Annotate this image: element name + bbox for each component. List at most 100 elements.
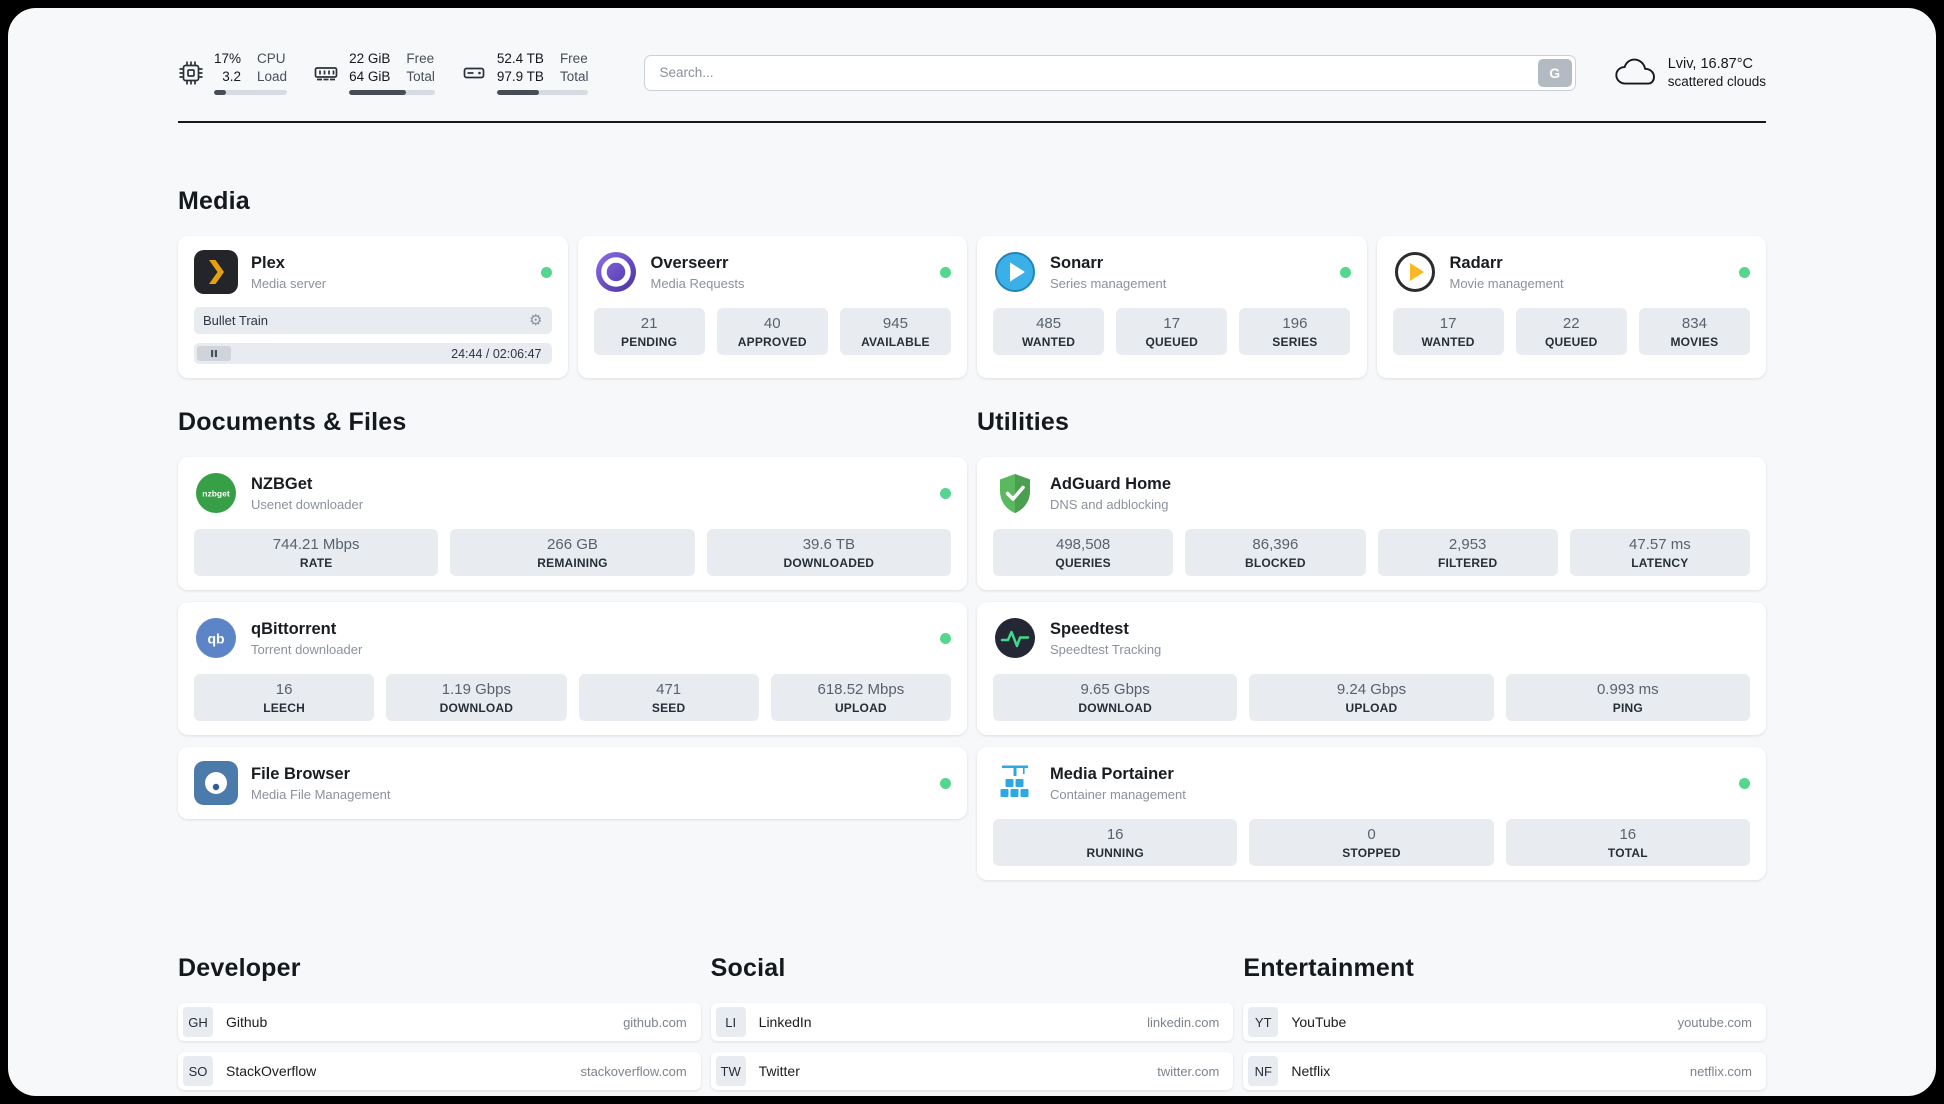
app-subtitle: Usenet downloader xyxy=(251,496,364,512)
stat-value: 16 xyxy=(1619,826,1637,844)
pause-button[interactable] xyxy=(197,346,231,362)
app-subtitle: Movie management xyxy=(1449,275,1564,291)
stat-box: 744.21 Mbps RATE xyxy=(194,529,439,577)
app-card-speedtest[interactable]: Speedtest Speedtest Tracking 9.65 Gbps D… xyxy=(977,602,1766,736)
app-card-portainer[interactable]: Media Portainer Container management 16 … xyxy=(977,747,1766,881)
app-card-adguard[interactable]: AdGuard Home DNS and adblocking 498,508 … xyxy=(977,457,1766,591)
app-name: Plex xyxy=(251,253,285,272)
dashboard-frame: 17% 3.2 CPU Load xyxy=(8,8,1936,1096)
stats-row: 21 PENDING 40 APPROVED 945 AVAILABLE xyxy=(593,308,952,356)
search-bar: G xyxy=(644,54,1576,91)
app-header: AdGuard Home DNS and adblocking xyxy=(993,471,1750,515)
bookmark-abbr: TW xyxy=(715,1056,746,1087)
disk-total-value: 97.9 TB xyxy=(496,69,544,85)
bookmarks-row: Developer GH Github github.com SO StackO… xyxy=(178,954,1766,1096)
bookmark-linkedin[interactable]: LI LinkedIn linkedin.com xyxy=(710,1003,1234,1042)
bookmark-url: stackoverflow.com xyxy=(580,1063,687,1079)
app-card-plex[interactable]: Plex Media server Bullet Train ⚙ 24:44 /… xyxy=(178,236,568,379)
weather-location: Lviv, 16.87°C xyxy=(1667,56,1754,73)
stat-value: 196 xyxy=(1282,315,1308,333)
app-name: File Browser xyxy=(251,764,351,783)
ram-total-label: Total xyxy=(406,69,435,85)
cpu-percent: 17% xyxy=(214,51,242,66)
player-progress[interactable]: 24:44 / 02:06:47 xyxy=(194,343,552,365)
disk-progress-bar xyxy=(496,90,589,96)
pause-icon xyxy=(211,350,217,358)
cpu-icon xyxy=(179,61,203,85)
stat-value: 498,508 xyxy=(1056,536,1111,554)
app-card-sonarr[interactable]: Sonarr Series management 485 WANTED 17 Q… xyxy=(977,236,1367,379)
bookmark-netflix[interactable]: NF Netflix netflix.com xyxy=(1243,1052,1766,1091)
stat-value: 485 xyxy=(1036,315,1062,333)
stat-box: 21 PENDING xyxy=(593,308,705,356)
bookmark-github[interactable]: GH Github github.com xyxy=(178,1003,701,1042)
app-name: Overseerr xyxy=(650,253,729,272)
status-dot xyxy=(940,632,951,644)
app-card-overseerr[interactable]: Overseerr Media Requests 21 PENDING 40 A… xyxy=(577,236,967,379)
disk-progress-fill xyxy=(496,90,540,96)
search-input[interactable] xyxy=(644,54,1576,91)
app-card-qbittorrent[interactable]: qb qBittorrent Torrent downloader 16 LEE… xyxy=(178,602,967,736)
app-subtitle: Container management xyxy=(1050,786,1186,802)
stat-label: LATENCY xyxy=(1631,556,1689,571)
stat-box: 485 WANTED xyxy=(993,308,1105,356)
app-name: Sonarr xyxy=(1050,253,1104,272)
stat-label: DOWNLOADED xyxy=(783,556,875,571)
app-header: File Browser Media File Management xyxy=(194,761,951,806)
stat-box: 0.993 ms PING xyxy=(1505,674,1750,722)
stat-box: 2,953 FILTERED xyxy=(1377,529,1558,577)
app-subtitle: Series management xyxy=(1050,275,1167,291)
stat-box: 22 QUEUED xyxy=(1515,308,1627,356)
status-dot xyxy=(540,266,552,278)
stat-box: 9.65 Gbps DOWNLOAD xyxy=(993,674,1238,722)
app-name: Media Portainer xyxy=(1050,764,1174,783)
bookmark-abbr: YT xyxy=(1248,1007,1279,1038)
status-dot xyxy=(940,266,951,278)
stat-box: 39.6 TB DOWNLOADED xyxy=(706,529,951,577)
stat-label: TOTAL xyxy=(1607,846,1648,861)
stats-row: 16 RUNNING 0 STOPPED 16 TOTAL xyxy=(993,819,1750,867)
ram-free-value: 22 GiB xyxy=(349,51,391,66)
ram-progress-bar xyxy=(349,90,435,96)
stat-value: 0.993 ms xyxy=(1596,681,1659,699)
bookmark-url: linkedin.com xyxy=(1147,1014,1220,1030)
weather-condition: scattered clouds xyxy=(1667,74,1766,90)
disk-icon xyxy=(463,67,485,79)
stat-label: QUEUED xyxy=(1544,335,1598,350)
app-card-radarr[interactable]: Radarr Movie management 17 WANTED 22 QUE… xyxy=(1376,236,1766,379)
stats-row: 498,508 QUERIES 86,396 BLOCKED 2,953 FIL… xyxy=(993,529,1750,577)
search-engine-button[interactable]: G xyxy=(1537,58,1572,87)
stat-value: 471 xyxy=(656,681,682,699)
stat-label: WANTED xyxy=(1021,335,1076,350)
stat-box: 266 GB REMAINING xyxy=(450,529,695,577)
stat-label: AVAILABLE xyxy=(861,335,930,350)
stat-label: REMAINING xyxy=(537,556,608,571)
app-header: Plex Media server xyxy=(194,250,552,295)
app-name: AdGuard Home xyxy=(1050,474,1172,493)
status-dot xyxy=(1739,777,1750,789)
gear-icon[interactable]: ⚙ xyxy=(529,312,543,330)
bookmark-youtube[interactable]: YT YouTube youtube.com xyxy=(1243,1003,1766,1042)
stat-value: 22 xyxy=(1562,315,1580,333)
app-card-nzbget[interactable]: nzbget NZBGet Usenet downloader 744.21 M… xyxy=(178,457,967,591)
speedtest-icon xyxy=(995,618,1035,659)
now-playing-bar: Bullet Train ⚙ xyxy=(194,307,552,335)
bookmark-abbr: SO xyxy=(183,1056,213,1087)
stat-box: 40 APPROVED xyxy=(716,308,828,356)
app-card-filebrowser[interactable]: File Browser Media File Management xyxy=(178,747,967,820)
bookmark-twitter[interactable]: TW Twitter twitter.com xyxy=(710,1052,1234,1091)
stat-value: 618.52 Mbps xyxy=(817,681,905,699)
stat-value: 9.24 Gbps xyxy=(1336,681,1407,699)
bookmark-group-social: Social LI LinkedIn linkedin.com TW Twitt… xyxy=(710,954,1234,1096)
stat-label: QUERIES xyxy=(1055,556,1111,571)
documents-column: Documents & Files nzbget NZBGet Usenet d… xyxy=(178,408,967,831)
app-header: qb qBittorrent Torrent downloader xyxy=(194,616,951,660)
radarr-icon xyxy=(1394,252,1435,293)
stat-label: FILTERED xyxy=(1437,556,1498,571)
bookmark-stackoverflow[interactable]: SO StackOverflow stackoverflow.com xyxy=(178,1052,701,1091)
section-title-documents: Documents & Files xyxy=(178,408,407,437)
filebrowser-icon xyxy=(194,761,238,806)
stats-row: 9.65 Gbps DOWNLOAD 9.24 Gbps UPLOAD 0.99… xyxy=(993,674,1750,722)
portainer-icon xyxy=(1000,765,1029,798)
bookmark-abbr: NF xyxy=(1248,1056,1279,1087)
